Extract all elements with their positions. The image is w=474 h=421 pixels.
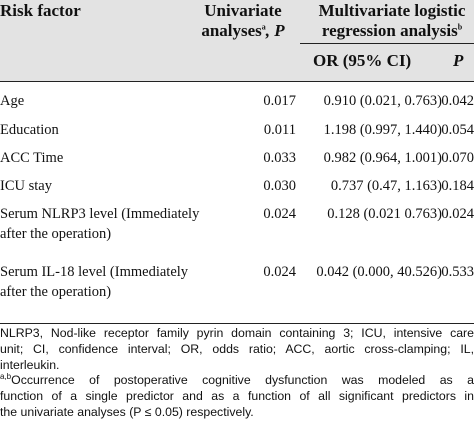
row-factor: ACC Time: [0, 150, 64, 166]
row-factor-continued: after the operation): [0, 284, 112, 300]
row-p: 0.070: [441, 150, 474, 166]
note-superscript: a,b: [0, 372, 12, 382]
row-univariate-p: 0.011: [263, 122, 296, 138]
note-line: the univariate analyses (P ≤ 0.05) respe…: [0, 404, 254, 419]
row-factor: ICU stay: [0, 178, 52, 194]
row-p: 0.184: [441, 178, 474, 194]
row-or-ci: 0.042 (0.000, 40.526): [316, 264, 442, 280]
header-univariate-line1: Univariate: [204, 1, 282, 20]
table-footnotes: NLRP3, Nod-like receptor family pyrin do…: [0, 326, 474, 421]
table-bottom-rule: [0, 323, 474, 324]
header-p: P: [453, 51, 464, 70]
row-factor: Serum IL-18 level (Immediately: [0, 264, 189, 280]
header-univariate: Univariate analysesa, P: [186, 1, 300, 41]
header-multivariate-sup: b: [457, 22, 463, 32]
row-or-ci: 1.198 (0.997, 1.440): [323, 122, 442, 138]
row-univariate-p: 0.024: [263, 206, 296, 222]
row-or-ci: 0.737 (0.47, 1.163): [330, 178, 442, 194]
multivariate-underline: [300, 43, 474, 44]
row-factor: Age: [0, 93, 25, 109]
row-p: 0.042: [441, 93, 474, 109]
row-or-ci: 0.910 (0.021, 0.763): [323, 93, 442, 109]
header-univariate-line2: analyses: [201, 21, 262, 40]
note-line: function of a single predictor and as a …: [0, 389, 474, 404]
row-univariate-p: 0.033: [263, 150, 296, 166]
abbreviations-line: interleukin.: [0, 357, 60, 372]
row-or-ci: 0.982 (0.964, 1.001): [323, 150, 442, 166]
row-univariate-p: 0.030: [263, 178, 296, 194]
header-univariate-sup: a: [261, 22, 266, 32]
header-rule: [0, 81, 474, 82]
row-factor-continued: after the operation): [0, 226, 112, 242]
row-univariate-p: 0.024: [263, 264, 296, 280]
note-line: a,bOccurrence of postoperative cognitive…: [0, 373, 474, 389]
header-risk-factor: Risk factor: [0, 1, 81, 20]
row-p: 0.533: [441, 264, 474, 280]
row-or-ci: 0.128 (0.021 0.763): [327, 206, 442, 222]
note-text: Occurrence of postoperative cognitive dy…: [11, 373, 474, 388]
row-factor: Serum NLRP3 level (Immediately: [0, 206, 200, 222]
risk-factor-table: Risk factor Univariate analysesa, P Mult…: [0, 0, 474, 324]
abbreviations-line: NLRP3, Nod-like receptor family pyrin do…: [0, 326, 474, 340]
row-univariate-p: 0.017: [263, 93, 296, 109]
row-factor: Education: [0, 122, 59, 138]
header-or-ci: OR (95% CI): [313, 51, 412, 70]
header-univariate-p: , P: [265, 21, 285, 40]
table-header-background: [0, 0, 474, 81]
header-multivariate: Multivariate logistic regression analysi…: [304, 1, 474, 41]
row-p: 0.054: [441, 122, 474, 138]
abbreviations-line: unit; CI, confidence interval; OR, odds …: [0, 341, 474, 356]
header-multivariate-line2: regression analysis: [321, 21, 458, 40]
header-multivariate-line1: Multivariate logistic: [318, 1, 466, 20]
row-p: 0.024: [441, 206, 474, 222]
